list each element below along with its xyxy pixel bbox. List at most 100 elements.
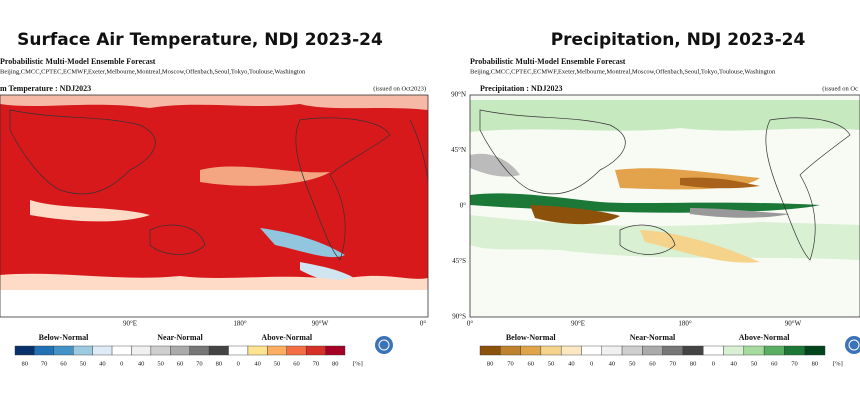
legend-tick: 40 [254, 360, 261, 367]
x-axis-label: 90°E [123, 320, 137, 328]
colorbar-cell [682, 345, 704, 356]
colorbar-cell [540, 345, 562, 356]
legend-tick: 0 [712, 360, 715, 367]
legend-tick: 50 [751, 360, 758, 367]
legend-tick: 60 [771, 360, 778, 367]
legend-tick: 40 [730, 360, 737, 367]
colorbar-cell [642, 345, 663, 356]
legend-group: Above-Normal [261, 333, 312, 342]
wmo-logo-inner [378, 339, 390, 351]
forecast-header: Probabilistic Multi-Model Ensemble Forec… [0, 57, 156, 66]
legend-tick: 40 [568, 360, 575, 367]
legend-group: Below-Normal [39, 333, 90, 342]
issued-date: (issued on Oct2023) [373, 85, 426, 92]
x-axis-label: 90°W [312, 320, 329, 328]
x-axis-label: 180° [233, 320, 247, 328]
wmo-logo-inner [848, 339, 860, 351]
colorbar-cell [228, 345, 249, 356]
legend-tick: 80 [812, 360, 819, 367]
map-title: m Temperature : NDJ2023 [0, 84, 91, 93]
legend-tick: 60 [527, 360, 534, 367]
colorbar-cell [150, 345, 171, 356]
legend-group: Above-Normal [739, 333, 790, 342]
legend-tick: 70 [41, 360, 48, 367]
legend-tick: 50 [274, 360, 281, 367]
x-axis-label: 180° [678, 320, 692, 328]
legend-tick: 70 [507, 360, 514, 367]
colorbar-cell [560, 345, 582, 356]
colorbar-cell [723, 345, 745, 356]
y-axis-label: 90°N [451, 91, 466, 99]
colorbar-cell [92, 345, 113, 356]
colorbar-cell [500, 345, 521, 356]
colorbar-cell [520, 345, 542, 356]
legend-unit: [%] [353, 360, 363, 367]
forecast-header: Probabilistic Multi-Model Ensemble Forec… [470, 57, 626, 66]
colorbar-cell [601, 345, 623, 356]
x-axis-label: 90°W [785, 320, 802, 328]
map-frames [0, 94, 860, 318]
legend-tick: 0 [590, 360, 593, 367]
legend-group: Near-Normal [630, 333, 676, 342]
colorbar-cell [111, 345, 132, 356]
x-axis-label: 0° [420, 320, 427, 328]
legend-tick: 70 [791, 360, 798, 367]
legend-tick: 60 [177, 360, 184, 367]
colorbar-cell [479, 345, 501, 356]
panel-title: Precipitation, NDJ 2023-24 [551, 30, 806, 50]
legend-group: Below-Normal [506, 333, 557, 342]
legend-tick: 50 [157, 360, 164, 367]
y-axis-label: 45°N [451, 146, 466, 154]
legend-unit: [%] [833, 360, 843, 367]
colorbar-cell [581, 345, 602, 356]
colorbar-cell [73, 345, 93, 356]
colorbar-cell [286, 345, 307, 356]
legend-tick: 40 [138, 360, 145, 367]
colorbar-cell [267, 345, 287, 356]
temperature-map [0, 95, 429, 317]
legend-tick: 80 [21, 360, 28, 367]
legend-tick: 50 [629, 360, 636, 367]
legend-tick: 70 [670, 360, 677, 367]
legend-tick: 80 [690, 360, 697, 367]
legend-group: Near-Normal [157, 333, 203, 342]
legend-tick: 50 [80, 360, 87, 367]
map-title: Precipitation : NDJ2023 [480, 84, 563, 93]
wmo-logo [375, 336, 393, 354]
legend-tick: 0 [237, 360, 240, 367]
colorbar-cell [784, 345, 805, 356]
colorbar-cell [247, 345, 268, 356]
y-axis-label: 45°S [452, 257, 466, 265]
colorbar-cell [804, 345, 826, 356]
colorbar-cell [763, 345, 785, 356]
legend-tick: 40 [99, 360, 106, 367]
wmo-logo [845, 336, 860, 354]
precipitation-map [470, 95, 860, 317]
colorbar-cell [14, 345, 35, 356]
colorbar-cell [208, 345, 229, 356]
colorbar-cell [53, 345, 74, 356]
legend-tick: 80 [216, 360, 223, 367]
colorbar-cell [743, 345, 765, 356]
colorbar-cell [305, 345, 326, 356]
issued-date: (issued on Oc [822, 85, 858, 92]
colorbar-cell [325, 345, 346, 356]
legend-tick: 0 [120, 360, 123, 367]
legend-tick: 60 [60, 360, 67, 367]
centers-list: Beijing,CMCC,CPTEC,ECMWF,Exeter,Melbourn… [470, 68, 776, 75]
y-axis-label: 0° [460, 202, 467, 210]
colorbar-cell [621, 345, 643, 356]
panel-title: Surface Air Temperature, NDJ 2023-24 [17, 30, 383, 50]
colorbar-cell [189, 345, 210, 356]
legend-tick: 80 [487, 360, 494, 367]
legend-tick: 70 [313, 360, 320, 367]
colorbar-cell [34, 345, 55, 356]
colorbar-cell [131, 345, 152, 356]
centers-list: Beijing,CMCC,CPTEC,ECMWF,Exeter,Melbourn… [0, 68, 306, 75]
legend-tick: 50 [548, 360, 555, 367]
legend-tick: 70 [196, 360, 203, 367]
x-axis-label: 90°E [571, 320, 585, 328]
colorbar-cell [662, 345, 684, 356]
x-axis-label: 0° [467, 320, 474, 328]
